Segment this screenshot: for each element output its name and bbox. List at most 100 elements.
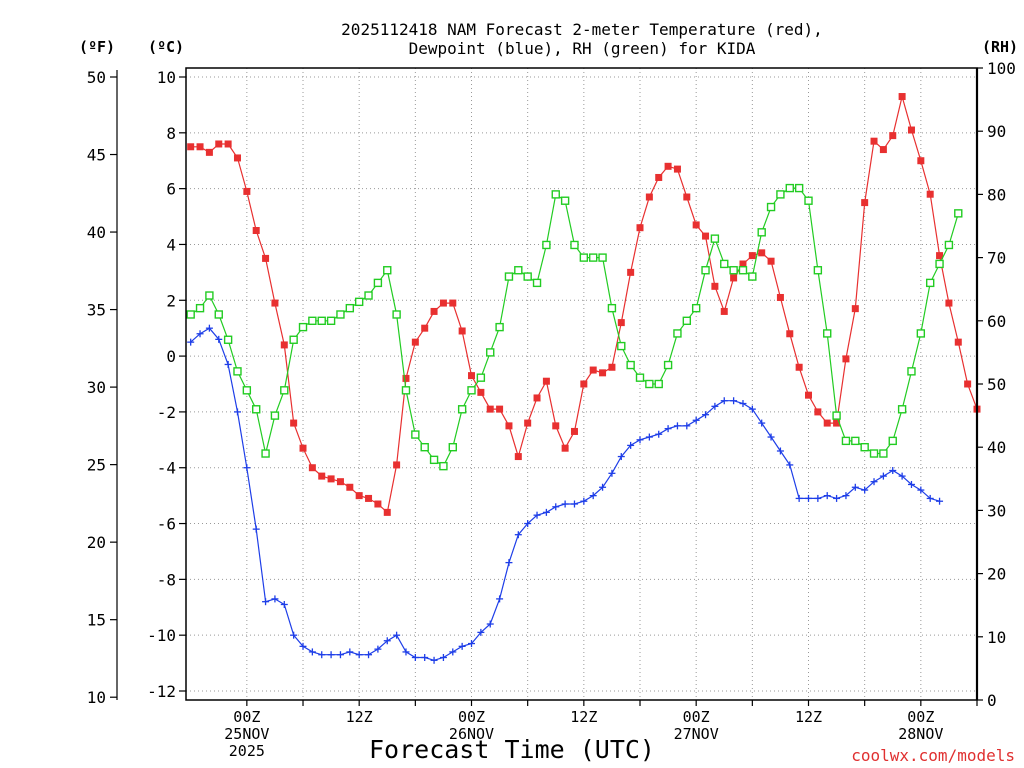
rh-tick-label: 60 [987,312,1006,331]
rh-point [729,266,738,275]
temperature-point [196,143,204,151]
dewpoint-point [308,648,316,656]
rh-point [186,310,195,319]
temperature-point [889,132,897,140]
temperature-point [673,165,681,173]
temperature-point [243,187,251,195]
dewpoint-point [383,637,391,645]
dewpoint-point [224,360,232,368]
dewpoint-point [542,508,550,516]
dewpoint-point [280,600,288,608]
temperature-point [542,377,550,385]
rh-point [916,329,926,338]
temperature-point [552,422,560,430]
rh-point [205,291,214,300]
rh-tick-label: 80 [987,185,1006,204]
dewpoint-point [898,472,906,480]
dewpoint-point [561,500,569,508]
rh-point [710,234,720,243]
temperature-point [954,338,962,346]
rh-point [841,436,851,446]
chart-title-line-1: 2025112418 NAM Forecast 2-meter Temperat… [341,20,823,39]
dewpoint-point [926,494,934,502]
rh-point [560,196,570,205]
rh-point [682,316,692,325]
rh-tick-label: 40 [987,438,1006,457]
temperature-point [608,363,616,371]
rh-point [944,240,954,250]
dewpoint-point [627,441,635,449]
temperature-point [758,249,766,257]
dewpoint-point [355,651,363,659]
dewpoint-point [318,651,326,659]
temperature-point [290,419,298,427]
dewpoint-point [205,324,213,332]
temperature-point [224,140,232,148]
rh-point [195,303,205,313]
dewpoint-point [805,494,813,502]
rh-point [289,335,298,344]
temperature-point [561,444,569,452]
dewpoint-point [823,492,831,500]
dewpoint-point [374,645,382,653]
rh-point [570,240,579,250]
rh-point [504,272,514,281]
temperature-point [215,140,223,148]
rh-tick-label: 50 [987,375,1006,394]
rh-point [233,367,242,376]
x-tick-label: 12Z [346,708,373,726]
fahrenheit-tick-label: 15 [87,611,106,630]
fahrenheit-tick-label: 30 [87,378,106,397]
series-rh [186,183,963,471]
dewpoint-point [524,520,532,528]
dewpoint-point [655,430,663,438]
dewpoint-point [421,654,429,662]
rh-point [308,316,317,325]
temperature-point [570,427,578,435]
temperature-point [430,307,438,315]
temperature-point [739,260,747,268]
rh-point [635,373,645,382]
rh-point [701,266,710,275]
temperature-point [879,146,887,154]
temperature-point [805,391,813,399]
rh-point [766,202,776,212]
x-tick-label: 12Z [795,708,822,726]
temperature-point [945,299,953,307]
rh-point [785,183,794,193]
celsius-tick-label: -2 [157,403,176,422]
dewpoint-point [814,494,822,502]
temperature-point [346,483,354,491]
temperature-point [449,299,457,307]
temperature-point [496,405,504,413]
dewpoint-point [243,464,251,472]
temperature-point [842,355,850,363]
dewpoint-point [514,531,522,539]
rh-point [757,228,766,237]
rh-tick-label: 10 [987,628,1006,647]
temperature-point [636,224,644,232]
celsius-tick-label: 8 [166,124,176,143]
temperature-point [823,419,831,427]
rh-point [364,291,373,300]
dewpoint-point [879,472,887,480]
fahrenheit-tick-label: 10 [87,688,106,707]
rh-point [280,386,289,395]
dewpoint-point [645,433,653,441]
rh-point [411,430,420,439]
celsius-unit-label: (ºC) [148,38,184,56]
dewpoint-point [608,469,616,477]
dewpoint-point [599,483,607,491]
temperature-point [383,508,391,516]
temperature-point [486,405,494,413]
dewpoint-point [861,486,869,494]
x-tick-label: 00Z [907,708,934,726]
temperature-point [205,148,213,156]
rh-point [879,449,888,458]
rh-point [851,436,860,446]
rh-point [252,405,261,414]
dewpoint-point [486,620,494,628]
dewpoint-point [327,651,335,659]
temperature-point [870,137,878,145]
fahrenheit-axis: 50 45 40 35 30 25 20 15 10 [87,68,117,707]
